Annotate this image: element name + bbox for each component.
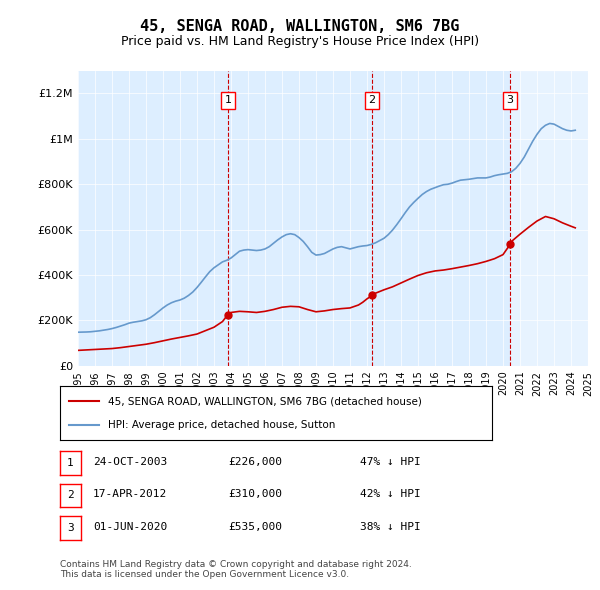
Text: 1: 1 bbox=[224, 96, 232, 105]
Text: £535,000: £535,000 bbox=[228, 522, 282, 532]
Text: 3: 3 bbox=[67, 523, 74, 533]
Text: Contains HM Land Registry data © Crown copyright and database right 2024.
This d: Contains HM Land Registry data © Crown c… bbox=[60, 560, 412, 579]
Text: 45, SENGA ROAD, WALLINGTON, SM6 7BG: 45, SENGA ROAD, WALLINGTON, SM6 7BG bbox=[140, 19, 460, 34]
Text: 01-JUN-2020: 01-JUN-2020 bbox=[93, 522, 167, 532]
Text: 24-OCT-2003: 24-OCT-2003 bbox=[93, 457, 167, 467]
Text: Price paid vs. HM Land Registry's House Price Index (HPI): Price paid vs. HM Land Registry's House … bbox=[121, 35, 479, 48]
Text: 1: 1 bbox=[67, 458, 74, 468]
Bar bbox=[510, 71, 588, 366]
Text: 38% ↓ HPI: 38% ↓ HPI bbox=[360, 522, 421, 532]
Text: £310,000: £310,000 bbox=[228, 489, 282, 499]
Text: 47% ↓ HPI: 47% ↓ HPI bbox=[360, 457, 421, 467]
Text: £226,000: £226,000 bbox=[228, 457, 282, 467]
Text: 3: 3 bbox=[506, 96, 514, 105]
Text: 17-APR-2012: 17-APR-2012 bbox=[93, 489, 167, 499]
Text: 2: 2 bbox=[368, 96, 376, 105]
Text: 45, SENGA ROAD, WALLINGTON, SM6 7BG (detached house): 45, SENGA ROAD, WALLINGTON, SM6 7BG (det… bbox=[107, 396, 421, 407]
Text: HPI: Average price, detached house, Sutton: HPI: Average price, detached house, Sutt… bbox=[107, 419, 335, 430]
Text: 2: 2 bbox=[67, 490, 74, 500]
Text: 42% ↓ HPI: 42% ↓ HPI bbox=[360, 489, 421, 499]
